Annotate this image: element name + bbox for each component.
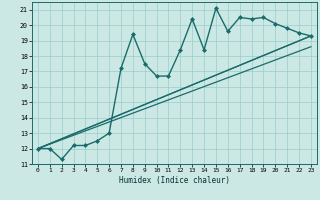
X-axis label: Humidex (Indice chaleur): Humidex (Indice chaleur) xyxy=(119,176,230,185)
